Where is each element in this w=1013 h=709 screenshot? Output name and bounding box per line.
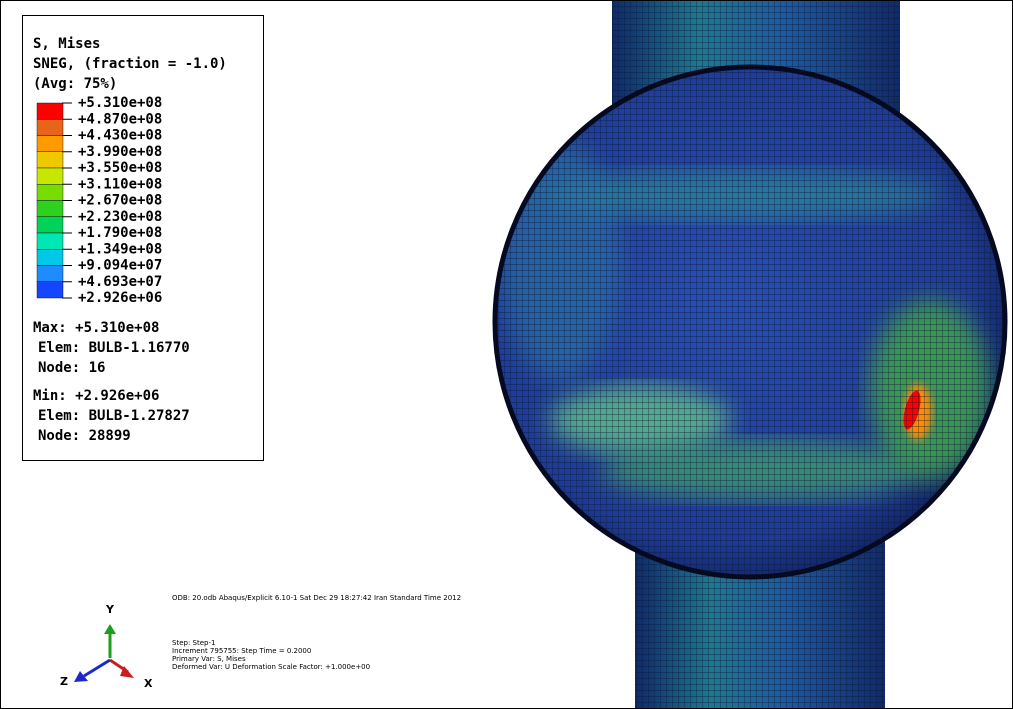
level-label: +9.094e+07 [78,258,162,274]
page: S, Mises SNEG, (fraction = -1.0) (Avg: 75%… [0,0,1013,709]
color-band [37,266,63,282]
max-info: Node: 16 [38,360,105,376]
color-band [37,249,63,265]
color-band [37,103,63,119]
max-info: Elem: BULB-1.16770 [38,340,190,356]
level-label: +3.550e+08 [78,160,162,176]
min-info: Min: +2.926e+06 [33,388,159,404]
color-band [37,217,63,233]
level-label: +2.230e+08 [78,209,162,225]
level-label: +4.430e+08 [78,128,162,144]
min-info: Node: 28899 [38,428,131,444]
legend-title: (Avg: 75%) [33,76,117,92]
color-band [37,184,63,200]
level-label: +1.790e+08 [78,225,162,241]
color-band [37,168,63,184]
legend-title: S, Mises [33,36,100,52]
level-label: +2.926e+06 [78,290,162,306]
color-band [37,282,63,298]
level-label: +3.110e+08 [78,176,162,192]
color-band [37,136,63,152]
x-label: X [144,677,153,690]
color-band [37,152,63,168]
min-info: Elem: BULB-1.27827 [38,408,190,424]
legend-title: SNEG, (fraction = -1.0) [33,56,227,72]
level-label: +2.670e+08 [78,193,162,209]
max-info: Max: +5.310e+08 [33,320,159,336]
level-label: +3.990e+08 [78,144,162,160]
odb-line: ODB: 20.odb Abaqus/Explicit 6.10-1 Sat D… [172,594,461,602]
level-label: +4.693e+07 [78,274,162,290]
color-band [37,119,63,135]
step-line: Deformed Var: U Deformation Scale Factor… [172,663,370,671]
y-label: Y [105,603,115,616]
level-label: +5.310e+08 [78,95,162,111]
viewport: S, Mises SNEG, (fraction = -1.0) (Avg: 75%… [0,0,1013,709]
level-label: +1.349e+08 [78,241,162,257]
step-line: Primary Var: S, Mises [172,655,246,663]
z-label: Z [60,675,68,688]
step-line: Increment 795755: Step Time = 0.2000 [172,647,311,655]
color-band [37,201,63,217]
level-label: +4.870e+08 [78,111,162,127]
color-band [37,233,63,249]
step-line: Step: Step-1 [172,639,215,647]
